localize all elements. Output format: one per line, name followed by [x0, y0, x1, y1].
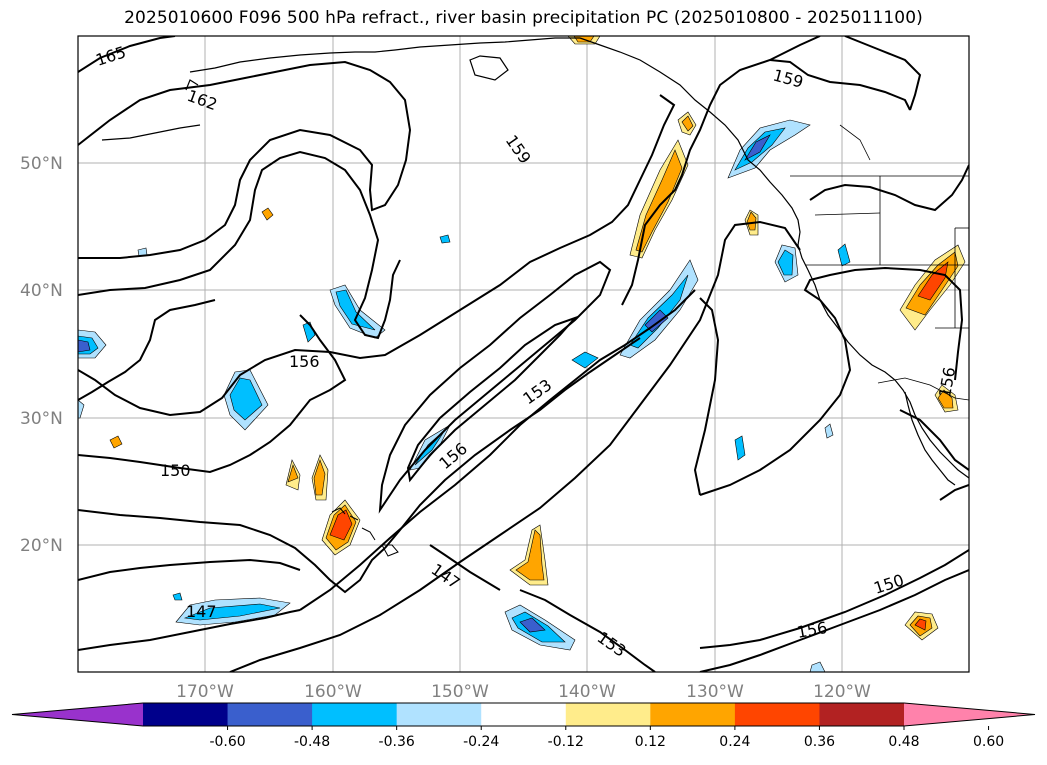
- lat-label-30n: 30°N: [20, 409, 63, 429]
- colorbar-segment: [396, 703, 482, 726]
- colorbar-segment: [312, 703, 398, 726]
- contour-label: 147: [186, 602, 217, 621]
- colorbar-tick-label: -0.48: [294, 734, 330, 750]
- colorbar-segment: [650, 703, 736, 726]
- lat-label-40n: 40°N: [20, 281, 63, 301]
- colorbar-tick-label: 0.60: [973, 734, 1004, 750]
- lon-label-140w: 140°W: [558, 682, 616, 702]
- colorbar-segment: [565, 703, 651, 726]
- colorbar-tick-label: 0.48: [888, 734, 919, 750]
- colorbar-outline: [11, 702, 1036, 727]
- colorbar-segment: [734, 703, 820, 726]
- political-borders: [790, 124, 969, 401]
- lat-label-20n: 20°N: [20, 536, 63, 556]
- colorbar-extend-high: [904, 703, 1035, 726]
- lon-label-160w: 160°W: [304, 682, 362, 702]
- colorbar-extend-low: [12, 703, 143, 726]
- coastlines: [101, 37, 969, 486]
- lon-label-170w: 170°W: [176, 682, 234, 702]
- colorbar-segment: [481, 703, 567, 726]
- colorbar-tick-label: 0.36: [804, 734, 835, 750]
- colorbar-tick-label: 0.12: [635, 734, 666, 750]
- gridlines: [78, 36, 969, 672]
- lon-label-130w: 130°W: [686, 682, 744, 702]
- colorbar-tick-label: -0.24: [463, 734, 499, 750]
- colorbar-tick-label: -0.12: [548, 734, 584, 750]
- contour-label: 156: [289, 352, 320, 371]
- lat-label-50n: 50°N: [20, 154, 63, 174]
- lon-label-120w: 120°W: [813, 682, 871, 702]
- colorbar-segment: [143, 703, 229, 726]
- colorbar-tick-label: 0.24: [719, 734, 750, 750]
- colorbar-segment: [819, 703, 905, 726]
- colorbar-tick-label: -0.60: [209, 734, 245, 750]
- latitude-labels: 50°N 40°N 30°N 20°N: [20, 154, 63, 556]
- map-title: 2025010600 F096 500 hPa refract., river …: [124, 8, 923, 28]
- longitude-labels: 170°W 160°W 150°W 140°W 130°W 120°W: [176, 682, 871, 702]
- map-border: [77, 35, 970, 673]
- colorbar-segment: [227, 703, 313, 726]
- contour-label: 150: [160, 461, 191, 480]
- lon-label-150w: 150°W: [431, 682, 489, 702]
- colorbar: -0.60 -0.48 -0.36 -0.24 -0.12 0.12 0.24 0.36 0.4…: [11, 702, 1036, 750]
- colorbar-tick-label: -0.36: [379, 734, 415, 750]
- refractivity-contours: [78, 36, 969, 672]
